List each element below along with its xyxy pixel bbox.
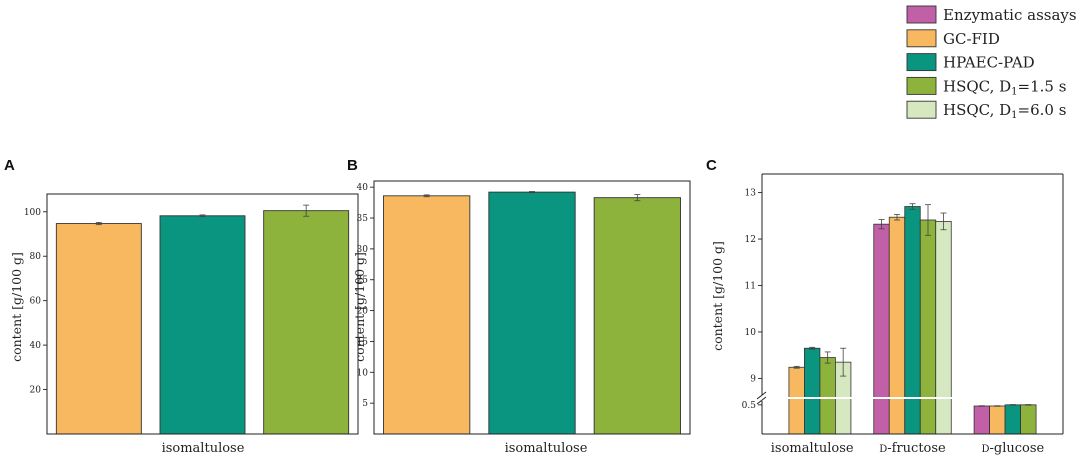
bar-a-gc-fid (55, 223, 142, 435)
category-label-text: isomaltulose (771, 441, 854, 456)
y-tick-label-c: 0.5 (742, 401, 757, 411)
legend-label-text: =1.5 s (1018, 77, 1067, 95)
legend-label-text: HPAEC-PAD (943, 54, 1035, 72)
legend-label-subscript: 1 (1011, 110, 1017, 121)
legend-label-text: HSQC, D (943, 101, 1011, 119)
y-tick-label-a: 40 (30, 341, 42, 351)
x-axis-label-a: isomaltulose (162, 441, 245, 456)
legend-swatch-hsqc-d1-6-0-s (906, 100, 937, 119)
y-tick-label-c: 9 (750, 374, 756, 384)
axes-frame-a (46, 193, 359, 435)
category-label-text: -fructose (887, 441, 946, 456)
y-tick-label-a: 20 (30, 386, 42, 396)
bar-c-d-glucose-hsqc-d1-1-5-s (1020, 404, 1037, 435)
y-tick-label-c: 13 (745, 189, 757, 199)
panel-letter-b: B (347, 157, 358, 174)
legend-swatch-enzymatic-assays (906, 5, 937, 24)
legend-label-gc-fid: GC-FID (943, 30, 1000, 48)
legend-label-enzymatic-assays: Enzymatic assays (943, 6, 1077, 24)
bar-b-gc-fid (383, 195, 471, 435)
category-label-text: -glucose (989, 441, 1044, 456)
legend-label-text: =6.0 s (1018, 101, 1067, 119)
bar-c-isomaltulose-hpaec-pad (804, 347, 821, 435)
bar-c-d-fructose-enzymatic-assays (873, 223, 890, 435)
bar-c-d-glucose-gc-fid (989, 405, 1006, 435)
x-axis-label-b: isomaltulose (505, 441, 588, 456)
chart-panel-c: C content [g/100 g] isomaltulose D-fructo… (706, 157, 1071, 456)
bar-c-d-fructose-hsqc-d1-6-0-s (935, 220, 952, 435)
x-tick-label-c-isomaltulose: isomaltulose (771, 441, 854, 456)
legend-label-text: GC-FID (943, 30, 1000, 48)
x-tick-label-c-d-fructose: D-fructose (879, 441, 946, 456)
axes-frame-b (373, 180, 691, 435)
y-tick-label-c: 11 (745, 282, 756, 292)
y-tick-label-c: 10 (745, 328, 757, 338)
y-tick-label-b: 10 (357, 368, 369, 378)
bar-c-d-glucose-enzymatic-assays (973, 405, 990, 435)
y-tick-label-b: 20 (357, 307, 369, 317)
panel-letter-c: C (706, 157, 717, 174)
legend-swatch-hpaec-pad (906, 53, 937, 72)
bar-c-d-glucose-hpaec-pad (1004, 404, 1021, 435)
legend-swatch-gc-fid (906, 29, 937, 48)
y-tick-label-c: 12 (745, 235, 756, 245)
y-tick-label-a: 60 (30, 297, 42, 307)
y-tick-label-b: 25 (357, 276, 369, 286)
legend-label-hsqc-d1-6-0-s: HSQC, D1=6.0 s (943, 101, 1066, 121)
chart-panel-a: A content [g/100 g] isomaltulose 20 40 60 8… (4, 157, 359, 456)
panel-letter-a: A (4, 157, 15, 174)
y-tick-label-b: 30 (357, 245, 369, 255)
y-tick-label-b: 5 (362, 399, 368, 409)
y-axis-label-a: content [g/100 g] (9, 252, 24, 362)
legend-swatch-hsqc-d1-1-5-s (906, 76, 937, 95)
axis-break-mark (756, 391, 767, 400)
y-tick-label-b: 15 (357, 337, 369, 347)
legend-label-subscript: 1 (1011, 86, 1017, 97)
y-tick-label-b: 40 (357, 183, 369, 193)
bar-c-d-fructose-gc-fid (888, 216, 906, 435)
bar-a-hpaec-pad (159, 215, 246, 435)
bar-b-hsqc-d1-1-5-s (593, 197, 681, 435)
small-caps-letter: D (981, 444, 989, 455)
axis-break-gap (754, 397, 1071, 399)
y-axis-label-b: content [g/100 g] (352, 252, 367, 362)
y-tick-label-b: 35 (357, 214, 369, 224)
legend-label-hsqc-d1-1-5-s: HSQC, D1=1.5 s (943, 77, 1066, 97)
bar-a-hsqc-d1-1-5-s (263, 210, 350, 435)
bar-c-isomaltulose-hsqc-d1-1-5-s (819, 357, 836, 435)
legend-label-text: HSQC, D (943, 77, 1011, 95)
small-caps-letter: D (879, 444, 887, 455)
bar-c-d-fructose-hsqc-d1-1-5-s (919, 219, 937, 435)
bar-c-isomaltulose-gc-fid (788, 366, 805, 435)
x-tick-label-c-d-glucose: D-glucose (981, 441, 1044, 456)
axis-break-mark (756, 396, 767, 405)
bar-c-d-fructose-hpaec-pad (904, 206, 921, 435)
legend-label-hpaec-pad: HPAEC-PAD (943, 54, 1035, 72)
legend-label-text: Enzymatic assays (943, 6, 1077, 24)
bar-b-hpaec-pad (488, 191, 576, 435)
y-tick-label-a: 100 (24, 208, 41, 218)
y-axis-label-c: content [g/100 g] (710, 241, 725, 351)
chart-panel-b: B content [g/100 g] isomaltulose 5 10 15 20… (347, 157, 691, 456)
y-tick-label-a: 80 (30, 252, 42, 262)
